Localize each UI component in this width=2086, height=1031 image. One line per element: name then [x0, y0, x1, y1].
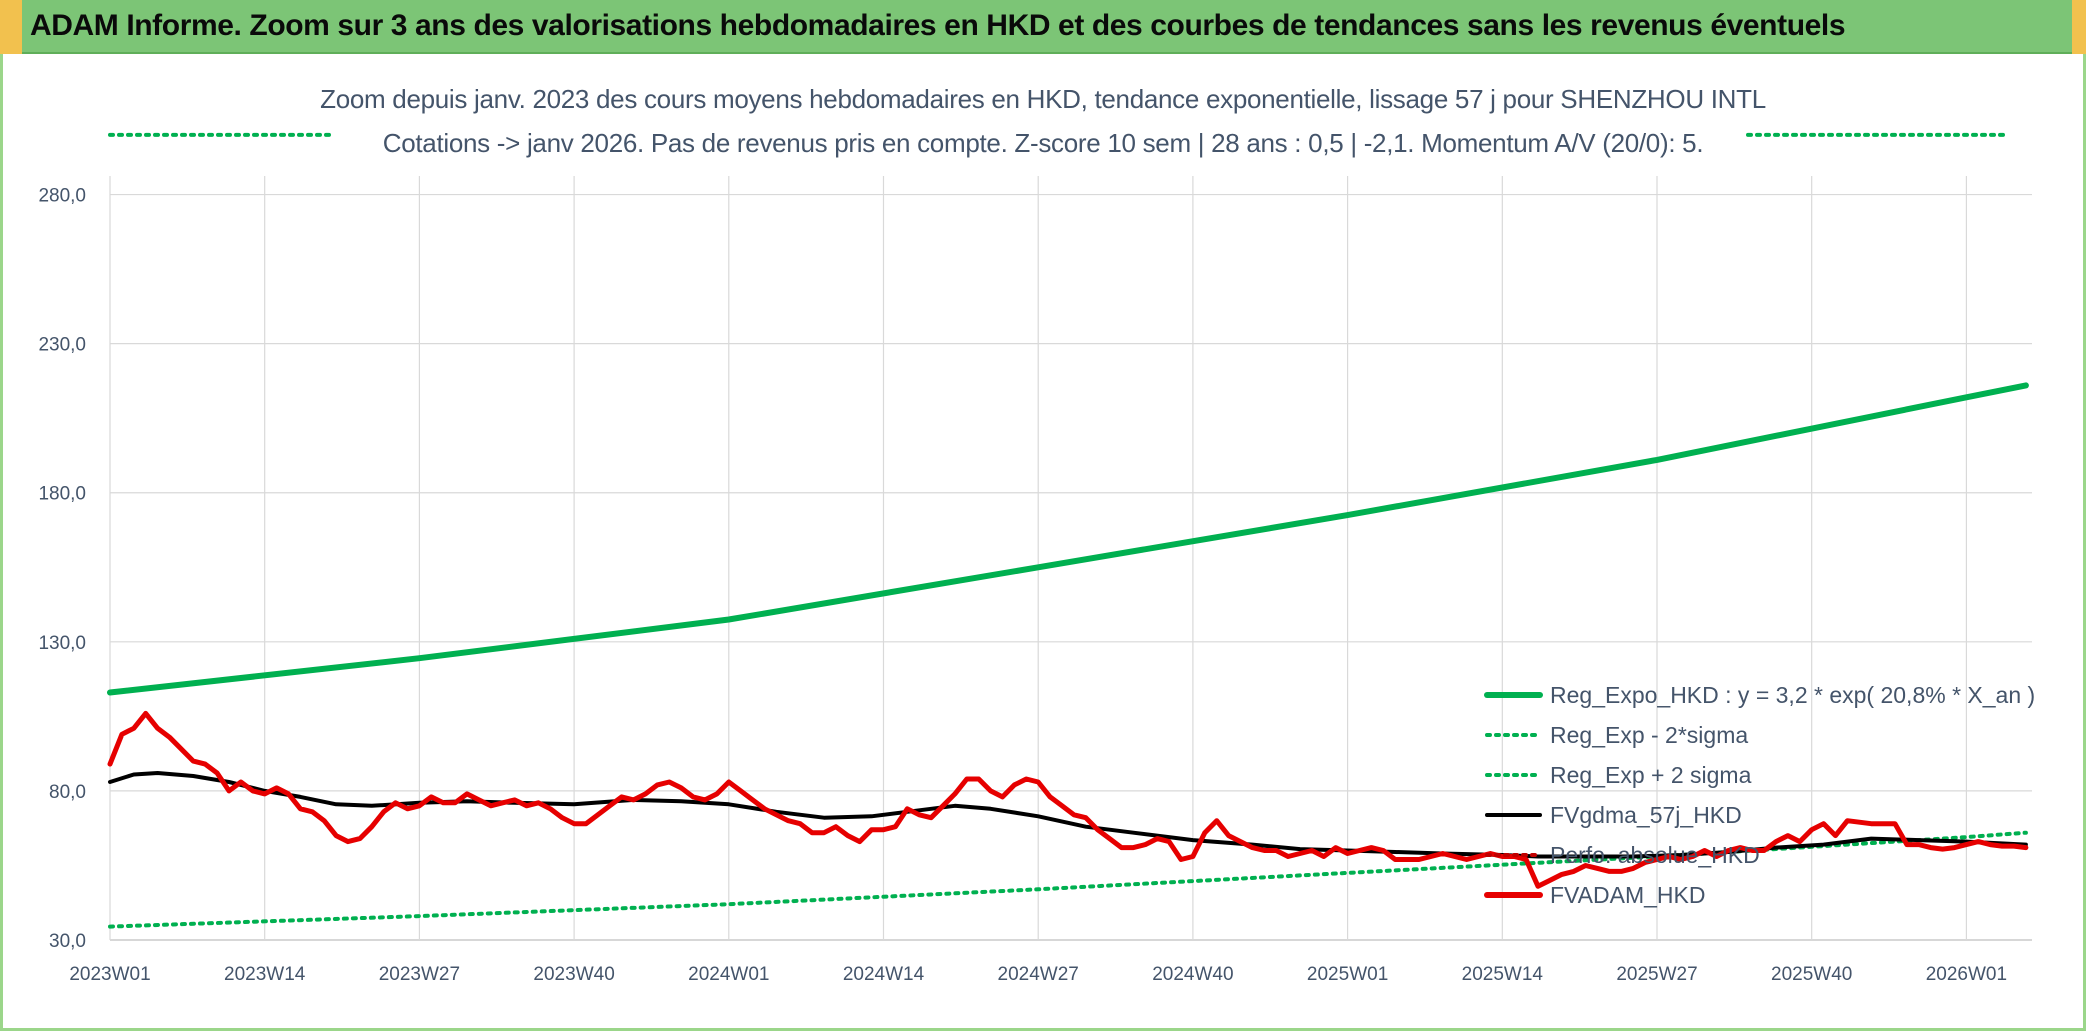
legend: Reg_Expo_HKD : y = 3,2 * exp( 20,8% * X_…	[1484, 682, 2035, 908]
legend-label: Reg_Expo_HKD : y = 3,2 * exp( 20,8% * X_…	[1550, 682, 2035, 708]
x-tick-label: 2023W01	[69, 964, 150, 985]
legend-label: Perfo. absolue_HKD	[1550, 842, 1760, 868]
header-banner: ADAM Informe. Zoom sur 3 ans des valoris…	[0, 0, 2086, 54]
x-tick-label: 2026W01	[1926, 964, 2007, 985]
series-line-0	[107, 382, 2029, 696]
banner-corner-right	[2072, 0, 2086, 54]
y-tick-label: 280,0	[38, 186, 86, 207]
x-tick-label: 2025W14	[1462, 964, 1544, 985]
y-tick-label: 230,0	[38, 335, 86, 356]
y-tick-label: 180,0	[38, 484, 86, 505]
y-tick-label: 30,0	[49, 931, 86, 952]
x-tick-label: 2025W27	[1616, 964, 1697, 985]
legend-label: Reg_Exp + 2 sigma	[1550, 762, 1752, 788]
x-tick-label: 2024W01	[688, 964, 769, 985]
x-tick-label: 2024W40	[1152, 964, 1233, 985]
y-tick-label: 130,0	[38, 633, 86, 654]
series-lines	[107, 382, 2029, 929]
chart-title: Zoom depuis janv. 2023 des cours moyens …	[320, 84, 1766, 114]
chart-subtitle: Cotations -> janv 2026. Pas de revenus p…	[382, 128, 1704, 158]
x-tick-label: 2024W27	[998, 964, 1079, 985]
x-tick-label: 2024W14	[843, 964, 925, 985]
legend-label: FVADAM_HKD	[1550, 882, 1706, 908]
series-line-5	[107, 710, 2029, 889]
series-line-1	[108, 830, 2028, 929]
x-tick-label: 2025W01	[1307, 964, 1388, 985]
x-tick-label: 2023W40	[533, 964, 614, 985]
page-title: ADAM Informe. Zoom sur 3 ans des valoris…	[30, 9, 1846, 42]
x-axis: 2023W01 2023W14 2023W27 2023W40 2024W01 2024W…	[69, 964, 2007, 985]
x-tick-label: 2025W40	[1771, 964, 1852, 985]
legend-label: FVgdma_57j_HKD	[1550, 802, 1742, 828]
legend-label: Reg_Exp - 2*sigma	[1550, 722, 1748, 748]
y-axis: 30,0 80,0 130,0 180,0 230,0 280,0	[38, 186, 86, 952]
x-tick-label: 2023W14	[224, 964, 306, 985]
y-tick-label: 80,0	[49, 782, 86, 803]
series-line-3	[108, 771, 2028, 859]
banner-corner-left	[0, 0, 22, 54]
x-tick-label: 2023W27	[379, 964, 460, 985]
grid-lines	[109, 176, 2032, 941]
